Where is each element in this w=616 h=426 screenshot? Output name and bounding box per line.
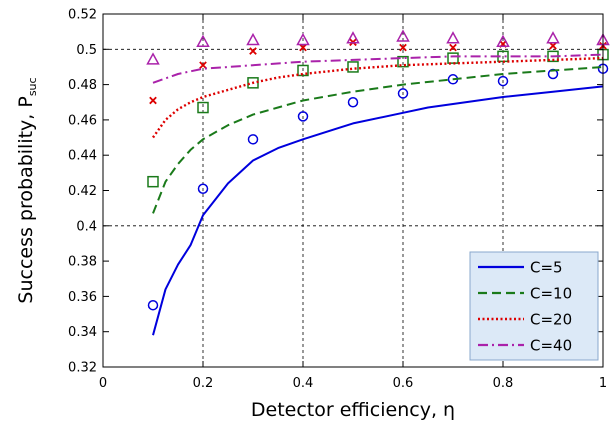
y-tick-label: 0.4	[76, 219, 97, 234]
x-tick-label: 0.6	[393, 376, 414, 391]
y-tick-label: 0.46	[68, 113, 97, 128]
data-point	[549, 41, 557, 50]
data-point	[299, 43, 307, 52]
data-point	[249, 47, 257, 55]
legend-box	[469, 251, 599, 361]
data-point	[396, 29, 410, 42]
legend-label: C=5	[530, 259, 563, 277]
x-tick-label: 0.8	[493, 376, 514, 391]
y-tick-label: 0.42	[68, 184, 97, 199]
data-point	[149, 96, 157, 105]
y-tick-label: 0.52	[68, 8, 97, 23]
legend-label: C=10	[530, 285, 572, 303]
data-point	[497, 75, 509, 87]
y-tick-label: 0.32	[68, 361, 97, 376]
data-point	[197, 101, 209, 114]
data-point	[399, 43, 407, 52]
data-point	[247, 134, 259, 145]
data-point	[297, 111, 309, 122]
legend-label: C=20	[530, 311, 572, 329]
y-axis-title: Success probability, Psuc	[15, 77, 39, 303]
series-line	[152, 53, 604, 84]
x-axis-title: Detector efficiency, η	[251, 399, 455, 421]
series-line	[152, 56, 604, 139]
data-point	[346, 31, 360, 44]
data-point	[199, 61, 207, 70]
series-layer	[146, 29, 610, 336]
data-point	[196, 34, 210, 47]
data-point	[447, 52, 459, 64]
x-tick-label: 1	[599, 376, 607, 391]
series-c-10	[147, 48, 609, 214]
data-point	[197, 183, 209, 194]
data-point	[347, 61, 359, 73]
y-tick-label: 0.36	[68, 290, 97, 305]
data-point	[246, 32, 260, 46]
series-line	[152, 66, 604, 214]
data-point	[296, 32, 310, 46]
y-tick-label: 0.38	[68, 255, 97, 270]
y-tick-label: 0.44	[68, 149, 97, 164]
data-point	[397, 88, 409, 99]
data-point	[397, 55, 409, 68]
x-tick-label: 0.2	[193, 376, 214, 391]
data-point	[147, 175, 159, 188]
data-point	[496, 34, 510, 47]
y-tick-label: 0.5	[76, 43, 97, 58]
data-point	[546, 31, 560, 44]
legend: C=5 C=10 C=20 C=40	[469, 251, 599, 361]
x-tick-label: 0.4	[293, 376, 314, 391]
data-point	[347, 97, 359, 108]
data-point	[297, 64, 309, 77]
data-point	[449, 43, 457, 52]
data-point	[147, 299, 159, 311]
y-tick-label: 0.34	[68, 325, 97, 340]
data-point	[146, 52, 160, 65]
series-line	[152, 85, 604, 336]
axis-ticks: 0 0.2 0.4 0.6 0.8 1 0.32 0.34 0.36 0.38 0.4 0.42 0.4…	[68, 8, 607, 392]
data-point	[446, 31, 460, 44]
y-tick-label: 0.48	[68, 78, 97, 93]
series-c-40	[146, 29, 610, 84]
x-tick-label: 0	[99, 376, 107, 391]
legend-label: C=40	[530, 337, 572, 355]
